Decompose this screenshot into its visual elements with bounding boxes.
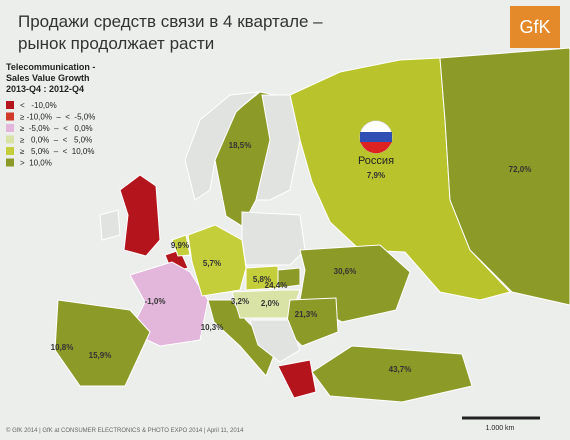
region-value: 9,9% — [171, 241, 189, 250]
logo-box — [510, 6, 560, 48]
flag-blue — [360, 132, 392, 142]
poland — [241, 211, 306, 266]
region-value: 5,8% — [253, 275, 271, 284]
ireland — [99, 209, 121, 241]
legend-label: ≥ 0,0% – < 5,0% — [20, 136, 92, 145]
legend-swatch — [6, 158, 14, 167]
region-value: 10,3% — [201, 323, 224, 332]
legend-label: < -10,0% — [20, 101, 57, 110]
russia-east — [439, 47, 570, 306]
slovakia — [277, 267, 301, 289]
norway — [184, 91, 260, 201]
region-value: 72,0% — [509, 165, 532, 174]
france — [129, 261, 209, 347]
region-value: 15,9% — [89, 351, 112, 360]
netherlands — [171, 234, 191, 257]
region-value: 43,7% — [389, 365, 412, 374]
greece — [277, 359, 317, 399]
flag-red — [360, 142, 392, 154]
italy — [207, 299, 277, 377]
legend-title: Telecommunication - — [6, 62, 95, 72]
russia — [289, 57, 511, 301]
legend-label: ≥ 5,0% – < 10,0% — [20, 147, 94, 156]
legend-label: ≥ -5,0% – < 0,0% — [20, 124, 93, 133]
uk — [119, 174, 161, 257]
region-value: 3,2% — [231, 297, 249, 306]
region-value: 5,7% — [203, 259, 221, 268]
legend-swatch — [6, 124, 14, 132]
region-value: -1,0% — [145, 297, 166, 306]
region-value: 18,5% — [229, 141, 252, 150]
map — [54, 47, 570, 403]
legend-swatch — [6, 112, 14, 121]
legend-swatch — [6, 101, 14, 109]
legend-label: > 10,0% — [20, 159, 52, 168]
region-name: Россия — [358, 155, 394, 167]
legend: Telecommunication -Sales Value Growth201… — [6, 62, 95, 168]
logo: GfK — [519, 17, 550, 37]
legend-label: ≥ -10,0% – < -5,0% — [20, 113, 95, 122]
region-value: 7,9% — [367, 171, 385, 180]
title: Продажи средств связи в 4 квартале – рыно… — [18, 12, 323, 53]
footer: © GfK 2014 | GfK at CONSUMER ELECTRONICS… — [6, 427, 244, 434]
turkey — [311, 345, 473, 403]
balkans — [249, 319, 301, 363]
region-value: 21,3% — [295, 310, 318, 319]
legend-title: 2013-Q4 : 2012-Q4 — [6, 84, 84, 94]
iberia — [54, 299, 151, 387]
region-value: 10,8% — [51, 343, 74, 352]
legend-title: Sales Value Growth — [6, 73, 90, 83]
legend-swatch — [6, 135, 14, 144]
scale-label: 1.000 km — [486, 425, 515, 432]
legend-swatch — [6, 147, 14, 155]
germany — [187, 224, 247, 297]
region-value: 30,6% — [334, 267, 357, 276]
region-labels: Россия 7,9% 72,0% 18,5% 9,9% 5,7% 5,8% -1,0% 24,… — [51, 141, 532, 374]
region-value: 24,4% — [265, 281, 288, 290]
finland — [255, 94, 301, 201]
region-value: 2,0% — [261, 299, 279, 308]
